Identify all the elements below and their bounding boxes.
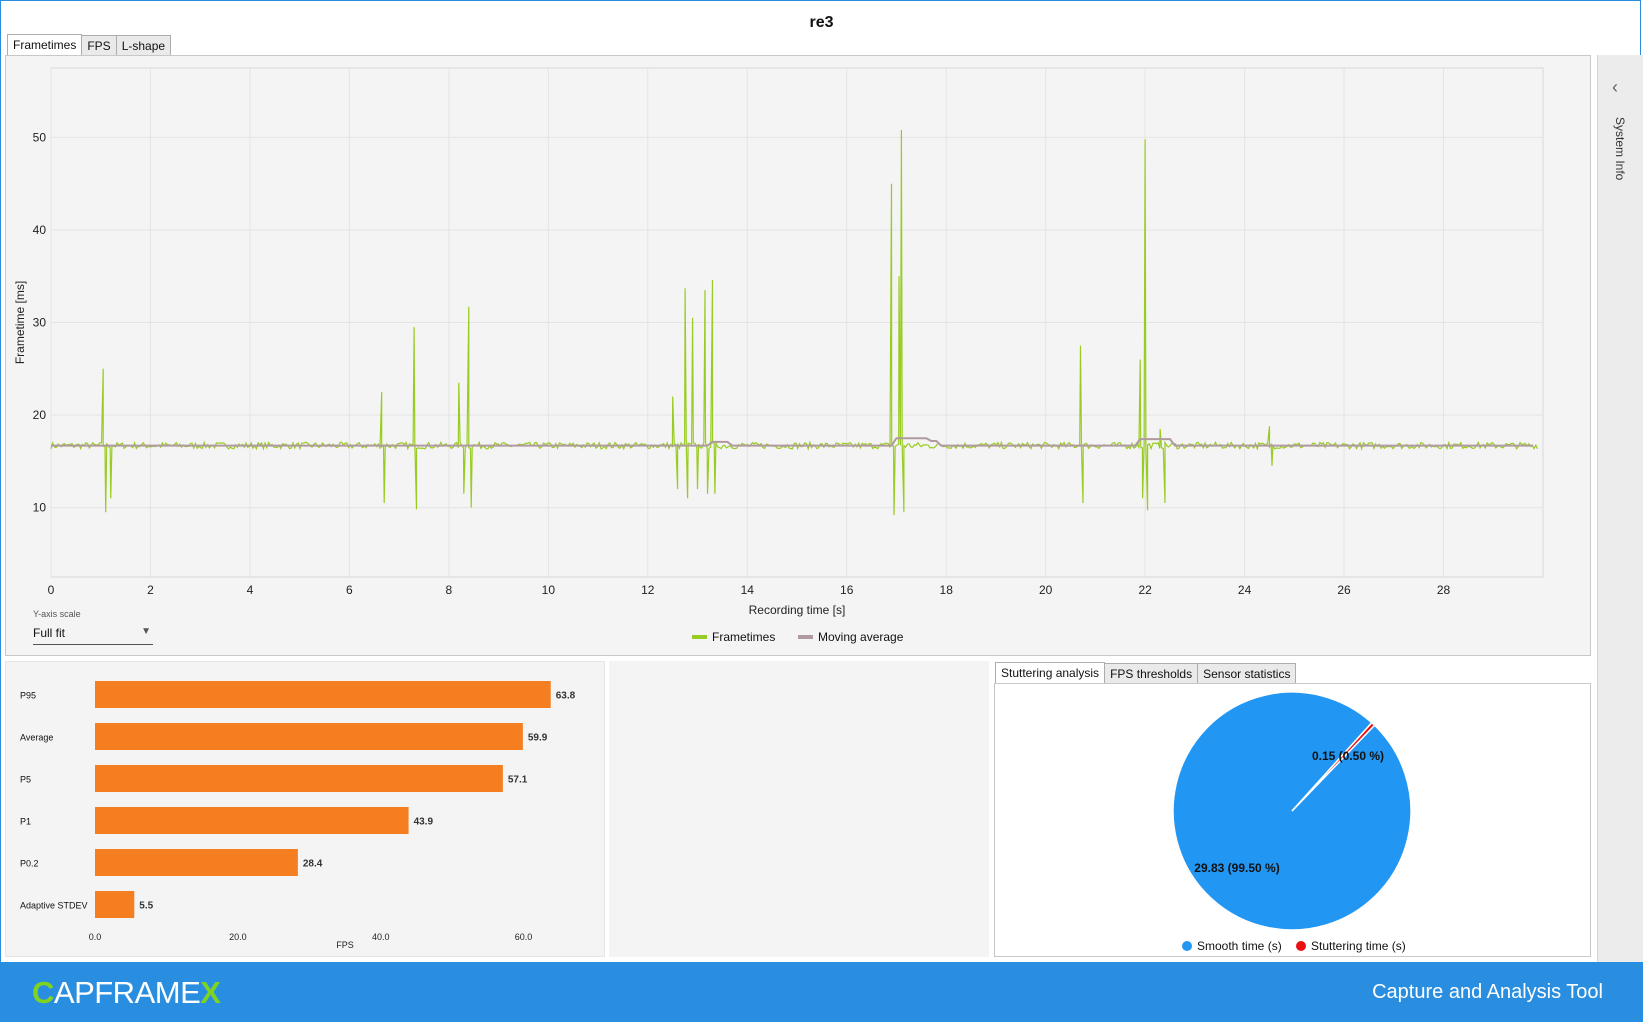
bar (95, 681, 551, 708)
legend-moving-average: Moving average (798, 630, 903, 644)
x-axis-title: Recording time [s] (749, 603, 846, 617)
x-tick-label: 16 (840, 583, 854, 597)
legend-swatch-frametimes (692, 635, 707, 639)
capframex-logo: CAPFRAMEX (32, 975, 221, 1011)
logo-letter-x: X (200, 975, 221, 1010)
x-tick-label: 12 (641, 583, 655, 597)
y-tick-label: 30 (33, 316, 47, 330)
stutter-tabbar: Stuttering analysis FPS thresholds Senso… (995, 662, 1297, 686)
chevron-down-icon: ▼ (141, 626, 151, 637)
empty-panel (609, 661, 989, 957)
logo-letter-c: C (32, 975, 54, 1010)
x-tick-label: 40.0 (372, 932, 390, 942)
bar-category-label: P5 (20, 775, 31, 785)
bar-category-label: P1 (20, 817, 31, 827)
pie-label-smooth: 29.83 (99.50 %) (1194, 861, 1279, 875)
pie-slice-stuttering-time (1291, 721, 1376, 812)
tab-frametimes[interactable]: Frametimes (7, 34, 83, 57)
tab-fps-thresholds[interactable]: FPS thresholds (1104, 663, 1199, 686)
chevron-left-icon[interactable]: ‹ (1612, 77, 1618, 97)
bar-value-label: 28.4 (303, 859, 323, 870)
x-tick-label: 6 (346, 583, 353, 597)
bar-value-label: 43.9 (414, 817, 434, 828)
bar-category-label: Average (20, 733, 53, 743)
system-info-panel[interactable]: ‹ System Info (1597, 55, 1643, 962)
legend-label-frametimes: Frametimes (712, 630, 776, 644)
legend-swatch-stuttering-time (1296, 941, 1306, 951)
x-tick-label: 28 (1437, 583, 1451, 597)
x-tick-label: 26 (1337, 583, 1351, 597)
y-tick-label: 10 (33, 501, 47, 515)
bar-category-label: P95 (20, 691, 36, 701)
x-tick-label: 22 (1138, 583, 1152, 597)
bar-category-label: Adaptive STDEV (20, 901, 88, 911)
legend-label-stuttering-time: Stuttering time (s) (1311, 939, 1406, 953)
pie-label-stuttering: 0.15 (0.50 %) (1312, 749, 1384, 763)
main-tabbar: Frametimes FPS L-shape (7, 34, 172, 58)
bar-value-label: 57.1 (508, 775, 528, 786)
logo-middle: APFRAME (53, 975, 201, 1010)
y-axis-scale-select[interactable]: Full fit ▼ (33, 624, 153, 645)
x-tick-label: 60.0 (515, 932, 533, 942)
bar (95, 849, 298, 876)
tab-stuttering-analysis[interactable]: Stuttering analysis (995, 662, 1106, 685)
x-tick-label: 0.0 (89, 932, 102, 942)
x-tick-label: 2 (147, 583, 154, 597)
x-tick-label: 20 (1039, 583, 1053, 597)
bar (95, 807, 409, 834)
bar (95, 891, 135, 918)
x-tick-label: 14 (741, 583, 755, 597)
y-axis-scale-label: Y-axis scale (33, 609, 81, 619)
x-tick-label: 24 (1238, 583, 1252, 597)
y-tick-label: 40 (33, 223, 47, 237)
series-moving-average-line (51, 437, 1534, 447)
window-title: re3 (809, 14, 834, 31)
y-axis-title: Frametime [ms] (13, 281, 27, 364)
x-tick-label: 10 (542, 583, 556, 597)
x-tick-label: 18 (940, 583, 954, 597)
bar-value-label: 5.5 (139, 901, 153, 912)
x-tick-label: 0 (48, 583, 55, 597)
bar (95, 765, 503, 792)
app-tagline: Capture and Analysis Tool (1372, 981, 1603, 1003)
bar-value-label: 59.9 (528, 733, 548, 744)
footer-bar: CAPFRAMEX Capture and Analysis Tool (0, 962, 1643, 1022)
y-axis-scale-value: Full fit (33, 626, 66, 640)
y-tick-label: 20 (33, 408, 47, 422)
bar-value-label: 63.8 (556, 691, 576, 702)
bar-category-label: P0.2 (20, 859, 39, 869)
legend-frametimes: Frametimes (692, 630, 775, 644)
pie-slice-smooth-time (1172, 691, 1412, 931)
tab-sensor-statistics[interactable]: Sensor statistics (1197, 663, 1297, 686)
x-axis-title: FPS (336, 940, 354, 950)
x-tick-label: 8 (446, 583, 453, 597)
y-tick-label: 50 (33, 130, 47, 144)
x-tick-label: 20.0 (229, 932, 247, 942)
tab-fps[interactable]: FPS (81, 35, 117, 58)
series-frametimes-line (50, 129, 1539, 516)
x-tick-label: 4 (247, 583, 254, 597)
legend-swatch-smooth-time (1182, 941, 1192, 951)
legend-swatch-moving-average (798, 635, 813, 639)
bar (95, 723, 523, 750)
legend-label-smooth-time: Smooth time (s) (1197, 939, 1282, 953)
tab-l-shape[interactable]: L-shape (115, 35, 172, 58)
legend-label-moving-average: Moving average (818, 630, 904, 644)
